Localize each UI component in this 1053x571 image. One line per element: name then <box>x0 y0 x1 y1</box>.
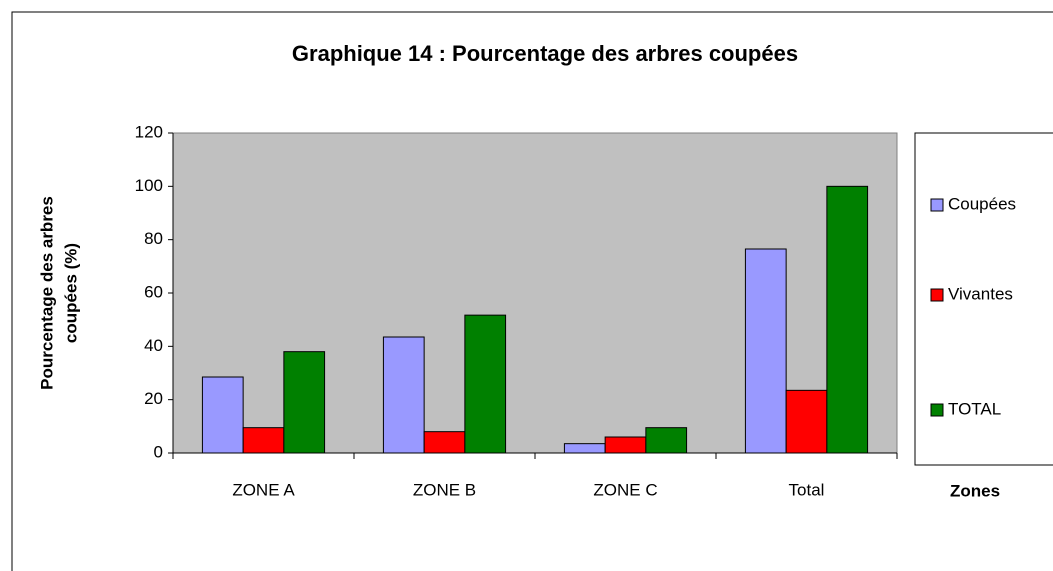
bar <box>382 336 425 454</box>
y-axis-title-line: Pourcentage des arbres <box>37 196 56 390</box>
y-tick-label: 0 <box>154 442 163 461</box>
legend-swatch <box>930 403 944 417</box>
bar <box>201 376 244 454</box>
bar <box>744 248 787 454</box>
y-tick-label: 120 <box>135 122 163 141</box>
bar <box>242 427 285 454</box>
bar <box>283 351 326 454</box>
y-tick-label: 80 <box>144 229 163 248</box>
y-axis-title-line: coupées (%) <box>61 243 80 343</box>
x-tick-label: ZONE A <box>232 480 295 499</box>
bar <box>604 436 647 454</box>
x-tick-label: ZONE C <box>593 480 657 499</box>
bar <box>826 185 869 454</box>
bar <box>464 314 507 454</box>
y-tick-label: 100 <box>135 176 163 195</box>
y-axis-title: Pourcentage des arbres coupées (%) <box>37 196 80 390</box>
legend-label: Vivantes <box>948 284 1013 303</box>
bar <box>785 389 828 454</box>
bar <box>423 431 466 454</box>
legend-swatch <box>930 198 944 212</box>
chart-title: Graphique 14 : Pourcentage des arbres co… <box>292 41 798 66</box>
legend-label: TOTAL <box>948 399 1001 418</box>
y-tick-label: 40 <box>144 336 163 355</box>
x-tick-label: ZONE B <box>413 480 476 499</box>
legend-swatch <box>930 288 944 302</box>
bar <box>645 427 688 454</box>
x-axis-title: Zones <box>950 481 1000 500</box>
y-tick-label: 20 <box>144 389 163 408</box>
bar <box>563 443 606 454</box>
y-tick-label: 60 <box>144 282 163 301</box>
x-tick-label: Total <box>789 480 825 499</box>
legend-label: Coupées <box>948 194 1016 213</box>
